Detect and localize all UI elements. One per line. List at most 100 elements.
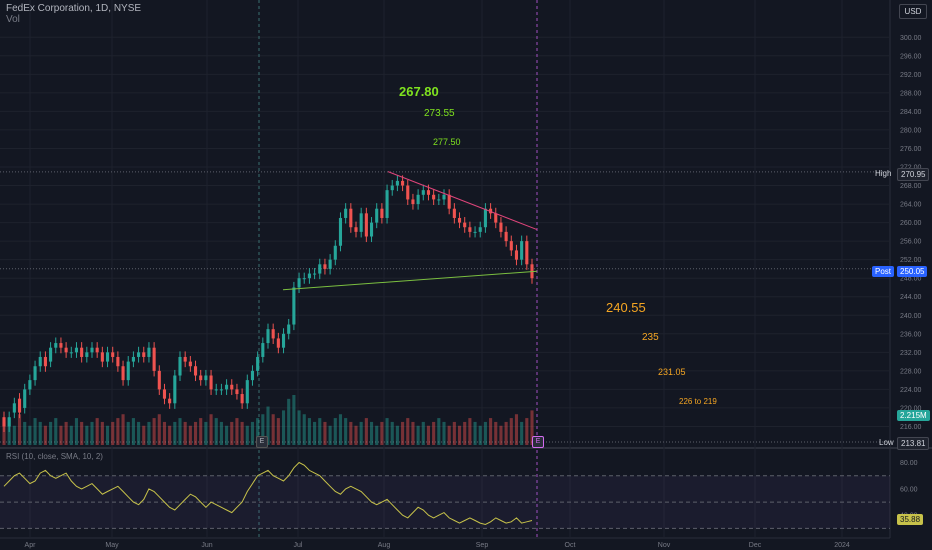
volume-bar <box>494 421 498 445</box>
volume-bar <box>131 418 135 445</box>
candle-body <box>266 329 270 344</box>
candle-body <box>416 194 420 205</box>
volume-bar <box>395 425 399 445</box>
volume-bar <box>240 421 244 445</box>
candle-body <box>509 241 513 251</box>
candle-body <box>173 375 177 404</box>
candle-body <box>421 190 425 195</box>
candle-body <box>313 273 317 275</box>
target-down-2: 235 <box>642 332 659 343</box>
candle-body <box>359 213 363 232</box>
candle-body <box>157 370 161 390</box>
candle-body <box>69 352 73 354</box>
volume-bar <box>416 425 420 445</box>
volume-value-badge: 2.215M <box>897 410 930 421</box>
volume-bar <box>183 421 187 445</box>
candle-body <box>250 370 255 381</box>
volume-bar <box>483 421 487 445</box>
y-axis-tick-label: 224.00 <box>900 387 922 394</box>
candle-body <box>426 190 431 195</box>
volume-bar <box>214 418 218 445</box>
candle-body <box>152 347 156 371</box>
volume-bar <box>43 425 47 445</box>
y-axis-tick-label: 276.00 <box>900 146 922 153</box>
volume-bar <box>90 421 94 445</box>
candle-body <box>483 208 487 228</box>
candle-body <box>432 194 436 200</box>
volume-bar <box>520 421 524 445</box>
volume-bar <box>199 418 203 445</box>
post-label: Post <box>872 266 895 277</box>
candle-body <box>199 375 203 381</box>
candle-body <box>447 194 451 209</box>
candle-body <box>292 287 296 325</box>
currency-button[interactable]: USD <box>899 4 927 19</box>
candle-body <box>59 343 63 348</box>
volume-bar <box>504 421 508 445</box>
x-axis-tick-label: Apr <box>25 542 37 549</box>
volume-bar <box>292 395 296 445</box>
volume-bar <box>359 421 363 445</box>
lower-trendline <box>282 270 538 291</box>
y-axis-tick-label: 228.00 <box>900 368 922 375</box>
candle-body <box>126 361 130 381</box>
volume-bar <box>468 418 472 445</box>
volume-bar <box>95 418 99 445</box>
earnings-marker-upcoming[interactable]: E <box>532 436 544 448</box>
candle-body <box>43 356 47 367</box>
candle-body <box>111 352 115 357</box>
x-axis-tick-label: Nov <box>658 542 671 549</box>
candle-body <box>214 389 218 391</box>
earnings-marker-past[interactable]: E <box>256 436 268 448</box>
candle-body <box>235 389 239 395</box>
candle-body <box>204 375 208 381</box>
volume-bar <box>406 418 410 445</box>
high-label: High <box>875 169 892 178</box>
candle-body <box>494 213 498 223</box>
candle-body <box>209 375 213 390</box>
volume-bar <box>225 425 229 445</box>
volume-bar <box>121 414 125 445</box>
x-axis-tick-label: 2024 <box>834 542 850 549</box>
volume-bar <box>287 398 291 445</box>
candle-body <box>7 417 11 427</box>
candle-body <box>463 222 467 228</box>
volume-bar <box>421 421 425 445</box>
candle-body <box>230 384 234 390</box>
high-value-badge: 270.95 <box>897 168 930 181</box>
y-axis-tick-label: 252.00 <box>900 257 922 264</box>
volume-bar <box>147 421 151 445</box>
candle-body <box>142 352 146 357</box>
candle-body <box>302 278 306 280</box>
y-axis-tick-label: 240.00 <box>900 313 922 320</box>
candle-body <box>333 245 337 260</box>
volume-bar <box>375 425 379 445</box>
candle-body <box>385 190 389 218</box>
candle-body <box>406 185 410 200</box>
symbol-title: FedEx Corporation, 1D, NYSE <box>6 3 142 14</box>
volume-bar <box>313 421 317 445</box>
volume-bar <box>219 421 223 445</box>
volume-bar <box>126 421 130 445</box>
y-axis-tick-label: 220.00 <box>900 405 922 412</box>
volume-bar <box>489 418 493 445</box>
volume-bar <box>137 421 141 445</box>
candle-body <box>240 394 244 404</box>
candle-body <box>364 213 368 237</box>
rsi-value-badge: 35.88 <box>897 514 924 525</box>
volume-bar <box>442 421 446 445</box>
y-axis-tick-label: 244.00 <box>900 294 922 301</box>
volume-bar <box>509 418 513 445</box>
x-axis-tick-label: Jul <box>294 542 303 549</box>
volume-bar <box>463 421 467 445</box>
candle-body <box>2 417 6 427</box>
volume-bar <box>105 425 110 445</box>
x-axis-tick-label: Sep <box>476 542 489 549</box>
volume-bar <box>354 425 358 445</box>
candle-body <box>276 338 280 348</box>
candle-body <box>395 180 399 186</box>
volume-bar <box>266 406 270 445</box>
volume-bar <box>54 418 58 445</box>
